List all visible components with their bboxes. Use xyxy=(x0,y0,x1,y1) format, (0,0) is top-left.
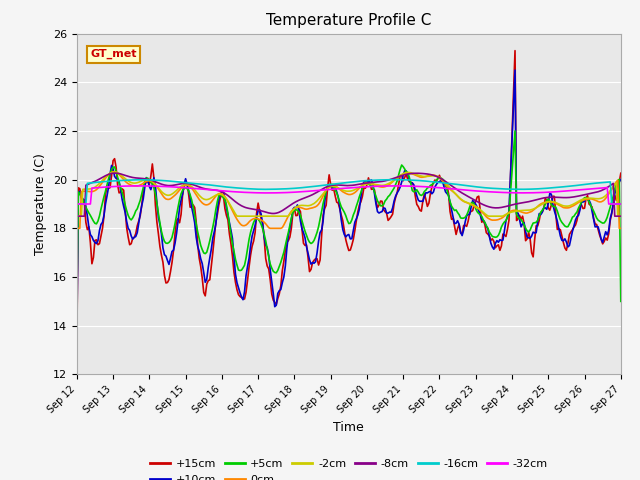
+15cm xyxy=(174,216,182,222)
-32cm xyxy=(403,183,410,189)
-8cm xyxy=(403,171,410,177)
+5cm xyxy=(552,204,559,210)
Line: -32cm: -32cm xyxy=(77,186,621,204)
+15cm xyxy=(552,212,559,217)
-16cm xyxy=(617,201,625,207)
0cm xyxy=(111,169,118,175)
+15cm xyxy=(401,174,408,180)
Line: -16cm: -16cm xyxy=(77,180,621,204)
-16cm xyxy=(552,185,559,191)
Line: -2cm: -2cm xyxy=(77,172,621,216)
-2cm xyxy=(384,181,392,187)
+10cm xyxy=(88,234,96,240)
-16cm xyxy=(174,179,182,185)
+10cm xyxy=(401,168,408,174)
-32cm xyxy=(176,184,184,190)
-32cm xyxy=(73,201,81,207)
0cm xyxy=(88,189,96,194)
+5cm xyxy=(88,216,96,221)
Line: +10cm: +10cm xyxy=(77,70,621,338)
+10cm xyxy=(174,218,182,224)
-32cm xyxy=(384,183,392,189)
Line: +5cm: +5cm xyxy=(77,131,621,301)
+15cm xyxy=(617,170,625,176)
-8cm xyxy=(73,213,81,219)
Y-axis label: Temperature (C): Temperature (C) xyxy=(35,153,47,255)
-16cm xyxy=(415,178,422,183)
0cm xyxy=(617,226,625,231)
-16cm xyxy=(73,201,81,207)
-2cm xyxy=(88,186,96,192)
+5cm xyxy=(383,196,390,202)
+5cm xyxy=(73,299,81,304)
-8cm xyxy=(617,213,625,219)
-16cm xyxy=(383,177,390,183)
0cm xyxy=(552,200,559,206)
-8cm xyxy=(552,194,559,200)
0cm xyxy=(384,182,392,188)
-16cm xyxy=(88,180,96,186)
+10cm xyxy=(383,210,390,216)
-32cm xyxy=(88,185,96,191)
-8cm xyxy=(415,170,422,176)
Line: +15cm: +15cm xyxy=(77,51,621,350)
Text: GT_met: GT_met xyxy=(90,49,137,59)
+15cm xyxy=(511,48,519,54)
+10cm xyxy=(413,193,420,199)
Line: 0cm: 0cm xyxy=(77,172,621,228)
-32cm xyxy=(617,201,625,207)
0cm xyxy=(415,173,422,179)
0cm xyxy=(176,187,184,193)
Line: -8cm: -8cm xyxy=(77,173,621,216)
+5cm xyxy=(617,299,625,304)
-2cm xyxy=(415,172,422,178)
X-axis label: Time: Time xyxy=(333,421,364,434)
-8cm xyxy=(176,181,184,187)
+5cm xyxy=(401,166,408,172)
-2cm xyxy=(73,213,81,219)
Title: Temperature Profile C: Temperature Profile C xyxy=(266,13,431,28)
+15cm xyxy=(383,210,390,216)
+15cm xyxy=(88,261,96,266)
-8cm xyxy=(88,180,96,186)
-32cm xyxy=(415,183,422,189)
+15cm xyxy=(73,347,81,353)
-32cm xyxy=(552,189,559,194)
0cm xyxy=(403,171,410,177)
+5cm xyxy=(174,204,182,210)
-2cm xyxy=(403,169,410,175)
-8cm xyxy=(384,177,392,183)
Legend: +15cm, +10cm, +5cm, 0cm, -2cm, -8cm, -16cm, -32cm: +15cm, +10cm, +5cm, 0cm, -2cm, -8cm, -16… xyxy=(145,455,552,480)
+10cm xyxy=(73,335,81,341)
-16cm xyxy=(390,177,398,182)
+5cm xyxy=(413,187,420,192)
-2cm xyxy=(617,213,625,219)
-2cm xyxy=(176,185,184,191)
+10cm xyxy=(552,213,559,218)
-16cm xyxy=(403,177,410,183)
0cm xyxy=(73,226,81,231)
-8cm xyxy=(111,170,118,176)
+10cm xyxy=(511,67,519,73)
-32cm xyxy=(136,183,144,189)
-2cm xyxy=(111,169,118,175)
+5cm xyxy=(511,128,519,134)
+10cm xyxy=(617,177,625,182)
+15cm xyxy=(413,202,420,207)
-2cm xyxy=(552,200,559,205)
